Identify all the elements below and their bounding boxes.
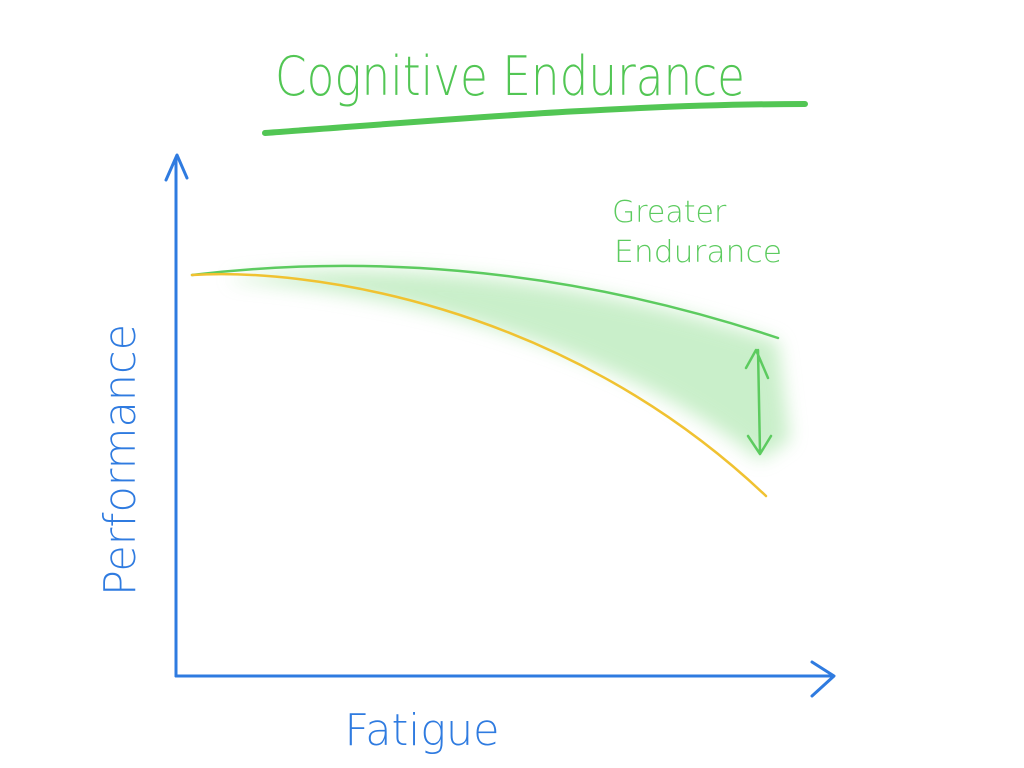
endurance-gap-shading	[230, 270, 790, 460]
y-axis-arrowhead	[164, 153, 189, 182]
title-underline	[262, 101, 808, 136]
x-axis-label: Fatigue	[345, 705, 500, 756]
diagram-title: Cognitive Endurance	[275, 45, 745, 108]
greater-endurance-curve	[190, 264, 780, 340]
gap-double-arrow	[744, 348, 773, 456]
baseline-performance-curve	[190, 272, 768, 498]
x-axis-arrowhead	[810, 660, 836, 698]
annotation-line1: Greater	[612, 195, 727, 230]
y-axis-label: Performance	[95, 324, 146, 596]
annotation-line2: Endurance	[614, 235, 782, 270]
